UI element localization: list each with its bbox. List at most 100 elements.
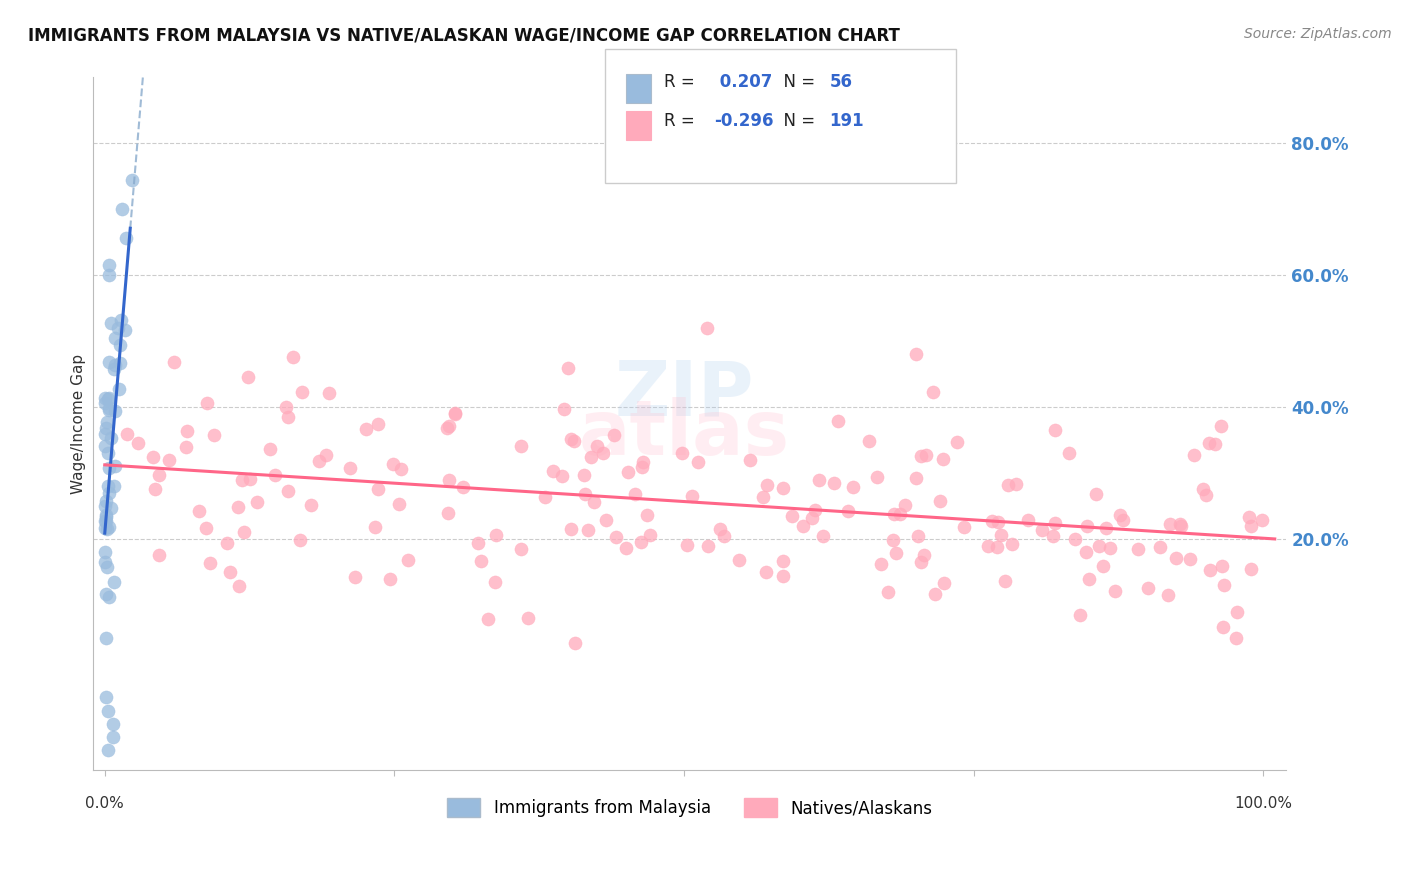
Point (97, 591, 120, 605)
Point (98, 268, 121, 283)
Point (1001, 537, 1024, 551)
Point (886, 545, 908, 559)
Point (676, 538, 699, 552)
Point (772, 481, 794, 495)
Point (163, 355, 186, 369)
Point (108, 383, 131, 397)
Point (1240, 562, 1263, 576)
Point (756, 478, 779, 492)
Point (188, 504, 211, 518)
Point (96, 743, 118, 757)
Point (1212, 620, 1234, 634)
Point (176, 440, 198, 454)
Point (837, 504, 859, 518)
Point (437, 506, 460, 520)
Point (238, 369, 260, 384)
Point (277, 484, 299, 499)
Point (98, 461, 121, 475)
Point (444, 407, 467, 421)
Point (299, 498, 322, 512)
Point (97, 402, 120, 417)
Point (807, 473, 830, 487)
Point (94, 493, 117, 508)
Point (921, 384, 943, 399)
Point (904, 347, 927, 361)
Point (1088, 539, 1111, 553)
Point (772, 553, 794, 567)
Point (110, 313, 132, 327)
Point (367, 482, 389, 496)
Point (876, 585, 898, 599)
Point (981, 514, 1004, 528)
Point (343, 569, 366, 583)
Point (686, 454, 709, 468)
Point (1108, 508, 1130, 523)
Point (98, 355, 121, 369)
Point (1204, 437, 1226, 451)
Point (104, 404, 127, 418)
Point (912, 549, 935, 563)
Point (101, 730, 124, 744)
Point (1191, 482, 1213, 496)
Point (869, 558, 891, 572)
Point (1076, 545, 1098, 559)
Point (364, 519, 387, 533)
Point (202, 428, 225, 442)
Legend: Immigrants from Malaysia, Natives/Alaskans: Immigrants from Malaysia, Natives/Alaska… (440, 791, 939, 824)
Point (115, 231, 138, 245)
Point (671, 445, 693, 459)
Point (994, 574, 1017, 589)
Point (288, 533, 311, 548)
Point (894, 498, 917, 512)
Point (1031, 523, 1053, 537)
Point (1251, 513, 1274, 527)
Point (97, 479, 120, 493)
Point (1198, 563, 1220, 577)
Point (914, 448, 936, 462)
Text: Source: ZipAtlas.com: Source: ZipAtlas.com (1244, 27, 1392, 41)
Point (115, 427, 138, 442)
Point (551, 468, 574, 483)
Point (823, 476, 845, 491)
Point (176, 424, 198, 438)
Point (1043, 516, 1066, 530)
Point (232, 524, 254, 539)
Point (638, 527, 661, 541)
Point (97, 486, 120, 500)
Point (636, 508, 658, 523)
Point (866, 470, 889, 484)
Point (842, 480, 865, 494)
Point (103, 716, 125, 731)
Point (1042, 529, 1064, 543)
Point (1005, 476, 1028, 491)
Text: 0.0%: 0.0% (86, 797, 124, 812)
Point (143, 482, 166, 496)
Point (97, 704, 120, 718)
Point (94, 690, 117, 705)
Point (772, 569, 794, 583)
Point (437, 419, 460, 434)
Point (195, 521, 218, 535)
Point (96, 559, 118, 574)
Point (97, 392, 120, 406)
Point (1063, 533, 1085, 547)
Point (510, 541, 533, 556)
Point (1098, 541, 1121, 555)
Point (94, 521, 117, 535)
Point (630, 535, 652, 549)
Point (803, 502, 825, 516)
Point (219, 566, 242, 580)
Point (100, 431, 122, 445)
Point (534, 490, 557, 504)
Point (696, 321, 718, 335)
Point (592, 445, 614, 459)
Point (858, 434, 880, 449)
Point (291, 384, 314, 399)
Text: atlas: atlas (578, 397, 790, 471)
Point (94, 391, 117, 405)
Point (142, 450, 165, 465)
Text: -0.296: -0.296 (714, 112, 773, 129)
Point (953, 519, 976, 533)
Point (780, 508, 803, 523)
Point (103, 358, 125, 372)
